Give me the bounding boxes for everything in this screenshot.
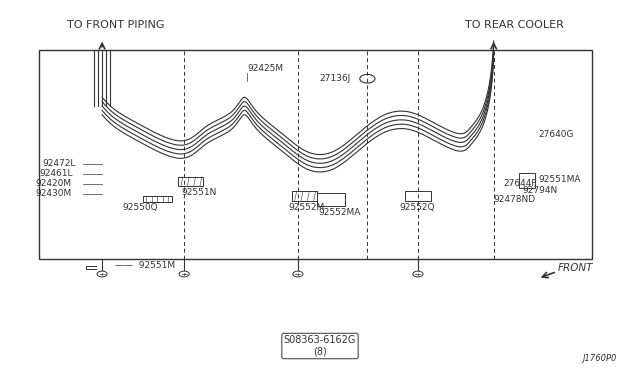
Text: 92425M: 92425M [247, 64, 284, 73]
Text: J1760P0: J1760P0 [582, 353, 617, 363]
Text: 92552M: 92552M [289, 203, 324, 212]
Text: S08363-6162G
(8): S08363-6162G (8) [284, 335, 356, 357]
Bar [143, 196, 172, 202]
Text: TO REAR COOLER: TO REAR COOLER [465, 20, 564, 30]
Text: 92794N: 92794N [522, 186, 557, 195]
Text: 92552MA: 92552MA [318, 208, 360, 217]
Text: TO FRONT PIPING: TO FRONT PIPING [67, 20, 165, 30]
Text: 92420M: 92420M [36, 179, 72, 188]
Text: 92552Q: 92552Q [399, 203, 435, 212]
Text: 27640G: 27640G [538, 130, 573, 139]
Text: 92551N: 92551N [181, 188, 216, 197]
Text: 92550Q: 92550Q [122, 203, 158, 212]
Text: 92430M: 92430M [36, 189, 72, 198]
Bar [39, 49, 591, 259]
Text: 92461L: 92461L [39, 169, 72, 178]
Bar [317, 193, 345, 206]
Text: 92551MA: 92551MA [538, 175, 580, 185]
Text: 92478ND: 92478ND [493, 195, 536, 204]
Text: FRONT: FRONT [558, 263, 594, 273]
Text: 27644F: 27644F [503, 179, 537, 188]
Text: 27136J: 27136J [319, 74, 350, 83]
Text: ——  92551M: —— 92551M [115, 261, 175, 270]
Bar [292, 192, 317, 201]
Bar [519, 173, 535, 188]
Bar [405, 192, 431, 201]
Bar [178, 177, 203, 186]
Text: 92472L: 92472L [42, 159, 76, 168]
